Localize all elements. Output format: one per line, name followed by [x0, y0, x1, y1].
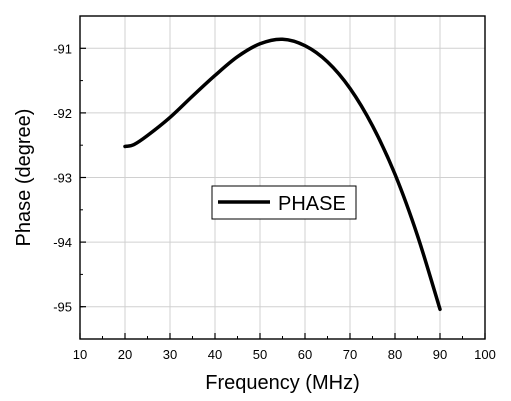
x-tick-label: 50 — [253, 347, 267, 362]
data-point — [213, 74, 217, 77]
y-tick-label: -92 — [53, 106, 72, 121]
legend: PHASE — [211, 185, 357, 220]
series-line-phase — [123, 37, 442, 312]
x-tick-label: 40 — [208, 347, 222, 362]
data-point — [438, 308, 442, 311]
y-tick-label: -93 — [53, 171, 72, 186]
y-tick-label: -91 — [53, 41, 72, 56]
data-point — [348, 87, 352, 90]
grid — [80, 16, 485, 339]
series-group — [123, 37, 442, 312]
data-point — [123, 145, 127, 148]
data-point — [371, 124, 374, 128]
x-axis-title: Frequency (MHz) — [205, 372, 359, 394]
x-ticks: 10 20 30 40 50 60 70 80 90 100 — [73, 333, 496, 362]
data-point — [326, 60, 329, 64]
data-point — [236, 55, 239, 58]
x-tick-label: 70 — [343, 347, 357, 362]
x-tick-label: 20 — [118, 347, 132, 362]
y-tick-label: -94 — [53, 235, 72, 250]
x-tick-label: 100 — [474, 347, 496, 362]
data-point — [191, 94, 194, 98]
data-point — [258, 42, 262, 45]
data-point — [168, 116, 172, 119]
data-point — [146, 134, 149, 137]
data-point — [416, 234, 419, 237]
y-ticks: -95 -94 -93 -92 -91 — [53, 41, 86, 315]
x-tick-label: 90 — [433, 347, 447, 362]
y-tick-label: -95 — [53, 300, 72, 315]
x-tick-label: 10 — [73, 347, 87, 362]
x-tick-label: 60 — [298, 347, 312, 362]
data-point — [303, 44, 307, 47]
legend-label-phase: PHASE — [278, 193, 346, 215]
data-point — [281, 38, 284, 41]
x-tick-label: 80 — [388, 347, 402, 362]
x-tick-label: 30 — [163, 347, 177, 362]
data-point — [393, 173, 397, 176]
data-point — [132, 143, 136, 146]
y-axis-title: Phase (degree) — [13, 109, 35, 247]
